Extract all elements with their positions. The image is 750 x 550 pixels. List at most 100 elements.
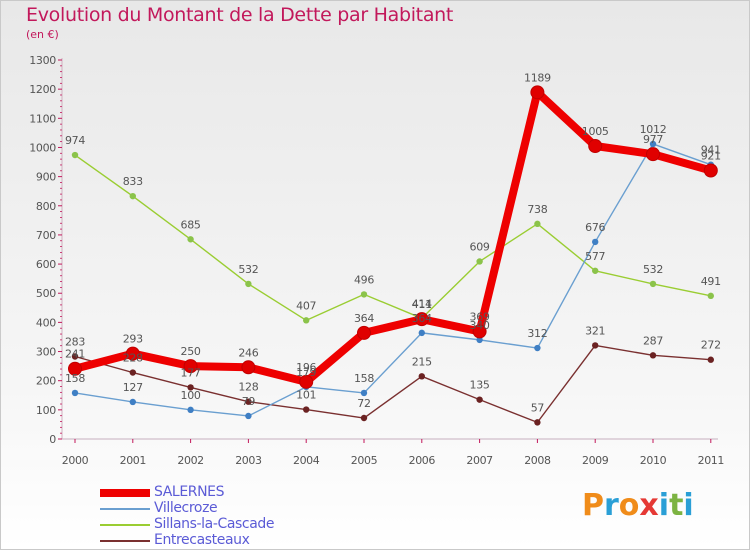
data-label: 364 [354, 312, 374, 325]
legend-label: Villecroze [154, 500, 218, 516]
legend-label: Entrecasteaux [154, 532, 250, 548]
chart-axes: 0 100 200 300 400 500 600 700 800 900 1000 1100 1200… [29, 54, 724, 467]
y-tick-label: 0 [49, 433, 56, 446]
data-point [129, 192, 136, 200]
proxiti-logo: Proxiti [582, 488, 694, 523]
x-tick-label: 2006 [409, 454, 436, 467]
data-label: 496 [354, 273, 374, 286]
data-label: 532 [238, 263, 258, 276]
chart-subtitle: (en €) [26, 28, 59, 41]
y-tick-label: 1300 [29, 54, 56, 67]
data-point [183, 359, 198, 374]
data-point [245, 412, 252, 420]
data-point [588, 139, 603, 154]
data-point [414, 312, 429, 327]
logo-letter: i [658, 488, 670, 523]
data-label: 128 [238, 381, 258, 394]
y-tick-label: 400 [36, 316, 56, 329]
data-label: 72 [357, 397, 370, 410]
data-label: 57 [531, 401, 545, 414]
data-point [418, 329, 425, 337]
legend-swatch [100, 508, 150, 510]
data-label: 340 [470, 319, 490, 332]
data-point [472, 324, 487, 339]
data-point [245, 280, 252, 288]
data-point [187, 384, 194, 391]
logo-letter: x [639, 488, 659, 523]
data-point [534, 419, 541, 426]
data-point [476, 258, 483, 265]
data-label: 312 [527, 327, 547, 340]
data-point [360, 389, 368, 397]
data-label: 158 [354, 372, 374, 385]
data-label: 321 [585, 324, 605, 337]
data-point [707, 356, 714, 363]
data-point [703, 163, 718, 178]
data-label: 127 [123, 381, 143, 394]
data-label: 250 [181, 345, 201, 358]
series-line [71, 88, 715, 386]
data-point [68, 361, 82, 376]
series-line [74, 344, 712, 424]
data-label: 287 [643, 334, 663, 347]
data-point [592, 238, 599, 246]
data-label: 577 [585, 250, 605, 263]
data-point [476, 336, 483, 344]
x-tick-label: 2010 [640, 454, 667, 467]
legend-swatch [100, 540, 150, 542]
data-label: 369 [470, 310, 490, 323]
data-label: 135 [470, 379, 490, 392]
series-sillans-la-cascade [71, 151, 714, 324]
logo-letter: t [669, 488, 684, 523]
data-label: 196 [296, 361, 316, 374]
data-point [357, 325, 371, 340]
data-label: 491 [701, 275, 721, 288]
data-point [241, 360, 256, 375]
series-entrecasteaux [71, 342, 714, 426]
y-tick-label: 600 [36, 258, 56, 271]
data-point [71, 353, 79, 360]
data-point [71, 389, 79, 397]
y-tick-label: 700 [36, 229, 56, 242]
data-label: 833 [123, 175, 143, 188]
data-point [245, 398, 252, 405]
data-label: 241 [65, 348, 85, 361]
data-label: 283 [65, 335, 85, 348]
data-point [649, 280, 657, 288]
data-label: 1005 [582, 125, 609, 138]
data-label: 941 [701, 144, 721, 157]
data-point [649, 140, 657, 148]
data-label: 100 [181, 389, 201, 402]
data-point [299, 374, 314, 389]
data-label: 414 [412, 297, 432, 310]
x-tick-label: 2007 [466, 454, 493, 467]
data-point [187, 236, 194, 243]
data-label: 1012 [640, 123, 667, 136]
x-tick-label: 2004 [293, 454, 320, 467]
data-label: 532 [643, 263, 663, 276]
data-point [129, 369, 136, 376]
data-label: 609 [470, 240, 490, 253]
data-label: 977 [643, 133, 663, 146]
logo-letter: o [618, 488, 640, 523]
y-tick-label: 1200 [29, 83, 56, 96]
data-label: 676 [585, 221, 605, 234]
data-point [303, 406, 310, 413]
data-label: 101 [296, 389, 316, 402]
data-label: 407 [296, 299, 316, 312]
x-tick-label: 2003 [235, 454, 262, 467]
data-point [592, 267, 599, 274]
data-label: 177 [181, 366, 201, 379]
data-point [646, 147, 660, 162]
data-label: 364 [412, 312, 432, 325]
data-point [303, 317, 310, 324]
chart-title: Evolution du Montant de la Dette par Hab… [26, 4, 454, 26]
x-tick-label: 2009 [582, 454, 609, 467]
data-label: 79 [242, 395, 256, 408]
x-tick-label: 2011 [698, 454, 724, 467]
x-tick-label: 2000 [62, 454, 89, 467]
data-point [360, 291, 368, 298]
